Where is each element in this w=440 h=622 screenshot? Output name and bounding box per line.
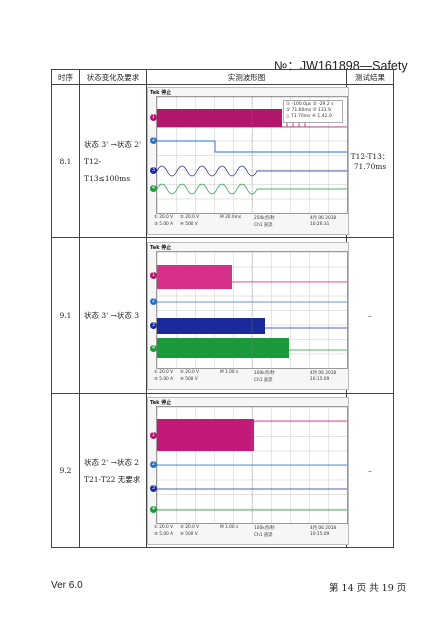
status-time: 10:26:31 bbox=[310, 222, 330, 227]
measure-line: △ 71.70ms ④ 1.42.0 bbox=[286, 114, 332, 119]
status-samplerate: 250k点/秒 bbox=[254, 216, 275, 221]
scope-graticule: 1 2 3 4 bbox=[150, 250, 348, 369]
oscilloscope-screenshot: Tek 停止 1 2 3 4 ① 20.0 V bbox=[147, 396, 349, 545]
requirement-line: 状态 3' →状态 2' bbox=[84, 139, 142, 149]
status-ch4: ④ 500 V bbox=[180, 376, 198, 382]
scope-status-bar: ① 20.0 V ② 20.0 V ③ 5.00 A ④ 500 V M 1.0… bbox=[150, 369, 346, 387]
table-row: 9.2 状态 2' →状态 2 T21-T22 无要求 Tek 停止 1 bbox=[51, 393, 394, 548]
header-requirement: 状态变化及要求 bbox=[79, 69, 147, 85]
scope-brand: Tek 停止 bbox=[150, 399, 172, 406]
table-header-row: 时序 状态变化及要求 实测波形图 测试结果 bbox=[51, 69, 394, 85]
ch3-trace bbox=[157, 165, 347, 177]
ch4-trace bbox=[157, 183, 347, 195]
status-date: 4月 06 2018 bbox=[310, 216, 337, 221]
scope-graticule: 1 2 3 4 bbox=[150, 405, 348, 524]
ch1-marker: 1 bbox=[150, 271, 157, 279]
measure-line: ① -100.0μs ② -29.2 s bbox=[286, 102, 334, 107]
table-row: 8.1 状态 3' →状态 2' T12-T13≤100ms Tek 停止 bbox=[51, 84, 394, 238]
oscilloscope-screenshot: Tek 停止 1 2 3 4 bbox=[147, 241, 349, 390]
ch1-marker: 1 bbox=[150, 114, 157, 121]
row-seq: 8.1 bbox=[51, 84, 80, 238]
status-time: 10:15:09 bbox=[310, 376, 330, 382]
requirement-line: T12-T13≤100ms bbox=[84, 156, 131, 183]
table-row: 9.1 状态 3' →状态 3 Tek 停止 bbox=[51, 237, 394, 394]
scope-measurements: ① -100.0μs ② -29.2 s ② 71.60ms ③ 131.9 △… bbox=[283, 100, 343, 123]
ch3-marker: 3 bbox=[150, 167, 157, 174]
status-samplerate: 100k点/秒 bbox=[254, 525, 275, 531]
row-requirement: 状态 3' →状态 3 bbox=[79, 237, 147, 394]
measure-line: ② 71.60ms ③ 131.9 bbox=[286, 108, 331, 113]
status-ch1: ① 20.0 V bbox=[154, 369, 174, 375]
scope-traces bbox=[157, 251, 347, 368]
result-line: T12-T13： bbox=[350, 152, 390, 161]
status-ch2: ② 20.0 V bbox=[180, 215, 200, 220]
footer-version: Ver 6.0 bbox=[51, 580, 83, 591]
scope-status-bar: ① 20.0 V ② 20.0 V ③ 5.00 A ④ 500 V M 1.0… bbox=[150, 524, 346, 542]
ch4-trace bbox=[157, 337, 289, 358]
status-coupling: Ch1 直流 bbox=[254, 532, 273, 538]
status-ch3: ③ 5.00 A bbox=[154, 376, 174, 382]
row-waveform: Tek 停止 bbox=[146, 84, 349, 238]
scope-traces bbox=[157, 97, 347, 213]
status-timebase: M 1.00 s bbox=[220, 369, 239, 375]
ch3-marker: 3 bbox=[150, 321, 157, 329]
status-time: 10:15:09 bbox=[310, 531, 330, 537]
scope-brand: Tek 停止 bbox=[150, 90, 172, 96]
row-result: T12-T13： 71.70ms bbox=[346, 84, 394, 238]
header-result: 测试结果 bbox=[346, 69, 394, 85]
header-seq: 时序 bbox=[51, 69, 80, 85]
ch2-marker: 2 bbox=[150, 460, 157, 468]
status-timebase: M 20.0ms bbox=[220, 215, 242, 220]
row-seq: 9.1 bbox=[51, 237, 80, 394]
header-waveform: 实测波形图 bbox=[146, 69, 347, 85]
status-date: 4月 06 2018 bbox=[310, 370, 337, 376]
test-results-table: 时序 状态变化及要求 实测波形图 测试结果 8.1 状态 3' →状态 2' T… bbox=[51, 69, 394, 548]
status-samplerate: 100k点/秒 bbox=[254, 370, 275, 376]
ch4-marker: 4 bbox=[150, 505, 157, 513]
ch3-trace bbox=[157, 317, 265, 334]
row-seq: 9.2 bbox=[51, 393, 80, 548]
ch1-trace bbox=[157, 418, 254, 451]
status-coupling: Ch1 直流 bbox=[254, 377, 273, 383]
requirement-line: 状态 3' →状态 3 bbox=[84, 311, 140, 320]
requirement-line: T21-T22 无要求 bbox=[84, 474, 141, 484]
oscilloscope-screenshot: Tek 停止 bbox=[147, 87, 349, 235]
status-coupling: Ch1 直流 bbox=[254, 223, 273, 228]
footer-page-number: 第 14 页 共 19 页 bbox=[329, 583, 407, 594]
row-requirement: 状态 2' →状态 2 T21-T22 无要求 bbox=[79, 393, 147, 548]
status-ch1: ① 20.0 V bbox=[154, 524, 174, 530]
status-ch3: ③ 5.00 A bbox=[154, 222, 174, 227]
ch4-marker: 4 bbox=[150, 185, 157, 192]
scope-status-bar: ① 20.0 V ② 20.0 V ③ 5.00 A ④ 500 V M 20.… bbox=[150, 214, 346, 232]
row-result: – bbox=[346, 393, 394, 548]
ch3-marker: 3 bbox=[150, 484, 157, 492]
ch1-marker: 1 bbox=[150, 431, 157, 439]
result-line: 71.70ms bbox=[353, 162, 387, 171]
scope-brand: Tek 停止 bbox=[150, 244, 172, 251]
ch2-marker: 2 bbox=[150, 137, 157, 144]
row-waveform: Tek 停止 1 2 3 4 ① 20.0 V bbox=[146, 393, 349, 548]
row-waveform: Tek 停止 1 2 3 4 bbox=[146, 237, 349, 394]
row-result: – bbox=[346, 237, 394, 394]
status-ch2: ② 20.0 V bbox=[180, 369, 200, 375]
status-ch4: ④ 500 V bbox=[180, 222, 198, 227]
scope-traces bbox=[157, 406, 347, 523]
ch2-marker: 2 bbox=[150, 297, 157, 305]
status-ch3: ③ 5.00 A bbox=[154, 531, 174, 537]
requirement-line: 状态 2' →状态 2 bbox=[84, 457, 140, 467]
ch4-marker: 4 bbox=[150, 344, 157, 352]
ch1-trace bbox=[157, 264, 232, 289]
status-ch2: ② 20.0 V bbox=[180, 524, 200, 530]
status-ch1: ① 20.0 V bbox=[154, 215, 174, 220]
scope-graticule: 1 2 3 4 ① -100.0μs ② -29.2 s ② 71.60ms ③… bbox=[150, 96, 348, 214]
status-ch4: ④ 500 V bbox=[180, 531, 198, 537]
ch1-trace bbox=[157, 109, 282, 127]
status-date: 4月 06 2018 bbox=[310, 525, 337, 531]
row-requirement: 状态 3' →状态 2' T12-T13≤100ms bbox=[79, 84, 147, 238]
ch2-trace bbox=[157, 140, 347, 153]
status-timebase: M 1.00 s bbox=[220, 524, 239, 530]
